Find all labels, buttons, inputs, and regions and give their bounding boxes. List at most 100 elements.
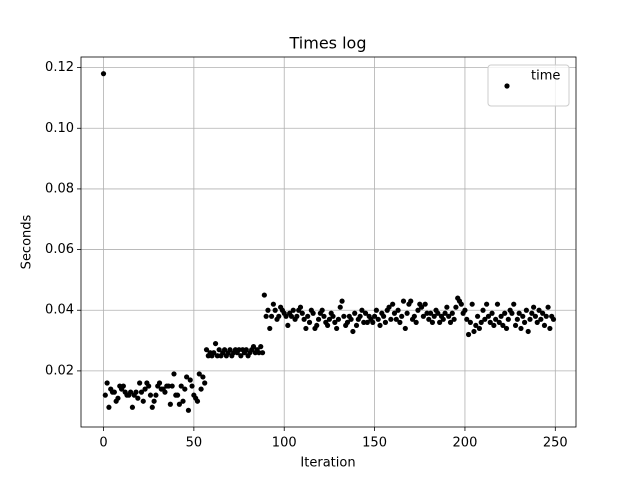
point [494,301,501,307]
point [236,347,242,353]
point [212,340,219,347]
x-tick-label: 50 [186,436,203,451]
point [339,298,345,304]
point [543,313,549,319]
point [446,313,452,319]
point [420,313,426,319]
point [404,310,410,316]
point [178,383,184,389]
point [357,313,363,319]
point [487,319,493,325]
point [484,301,490,307]
point [523,307,529,313]
point [196,371,202,377]
chart-title: Times log [289,34,367,53]
legend-box [487,64,570,107]
point [100,71,107,77]
point [545,304,551,310]
point [334,325,340,332]
point [550,316,557,322]
point [514,316,520,322]
point [422,301,428,307]
point [128,389,134,395]
point [321,313,327,319]
point [402,325,408,332]
point [133,389,139,395]
point [305,313,311,319]
point [332,319,338,325]
y-tick-label: 0.08 [45,181,74,196]
plot-frame [80,56,577,428]
point [489,310,495,316]
point [263,313,269,319]
point [469,301,475,307]
point [350,328,356,335]
point [200,374,206,380]
point [352,310,358,316]
point [361,319,367,325]
point [187,377,193,383]
point [516,310,522,316]
point [429,319,436,325]
point [256,350,262,356]
point [464,316,470,322]
point [534,319,540,325]
point [167,401,173,407]
point [532,313,539,319]
point [444,304,450,310]
y-tick-label: 0.06 [45,242,74,257]
y-tick-label: 0.10 [45,121,74,136]
point [525,328,531,335]
point [198,386,204,392]
point [531,304,537,310]
point [364,319,370,325]
point [315,316,322,322]
point [453,304,459,310]
x-tick-label: 100 [272,436,297,451]
point [140,398,146,404]
point [301,316,307,322]
point [529,310,535,316]
point [104,380,110,386]
point [359,307,365,313]
point [259,350,266,356]
point [415,307,421,313]
point [297,304,304,310]
point [169,383,175,389]
point [467,319,473,325]
point [471,328,477,335]
x-tick-label: 150 [362,436,387,451]
point [162,389,168,395]
point [129,404,136,410]
point [335,316,342,322]
point [400,298,407,304]
point [111,389,117,395]
x-axis-label: Iteration [300,456,355,471]
point [202,380,208,386]
y-tick-label: 0.02 [45,363,74,378]
point [476,325,483,332]
point [189,383,195,389]
point [174,392,181,398]
point [106,404,112,410]
point [509,310,515,316]
point [418,304,425,310]
point [156,380,163,386]
point [243,347,249,353]
point [203,347,210,353]
point [250,344,257,350]
point [303,325,309,332]
point [306,319,313,325]
point [391,310,398,316]
legend-marker [504,83,510,89]
point [285,322,291,329]
point [478,319,484,325]
point [541,322,548,329]
point [381,313,387,319]
point [120,383,126,389]
point [176,401,183,407]
point [498,313,504,319]
point [491,322,497,329]
point [221,347,228,353]
point [538,316,544,322]
